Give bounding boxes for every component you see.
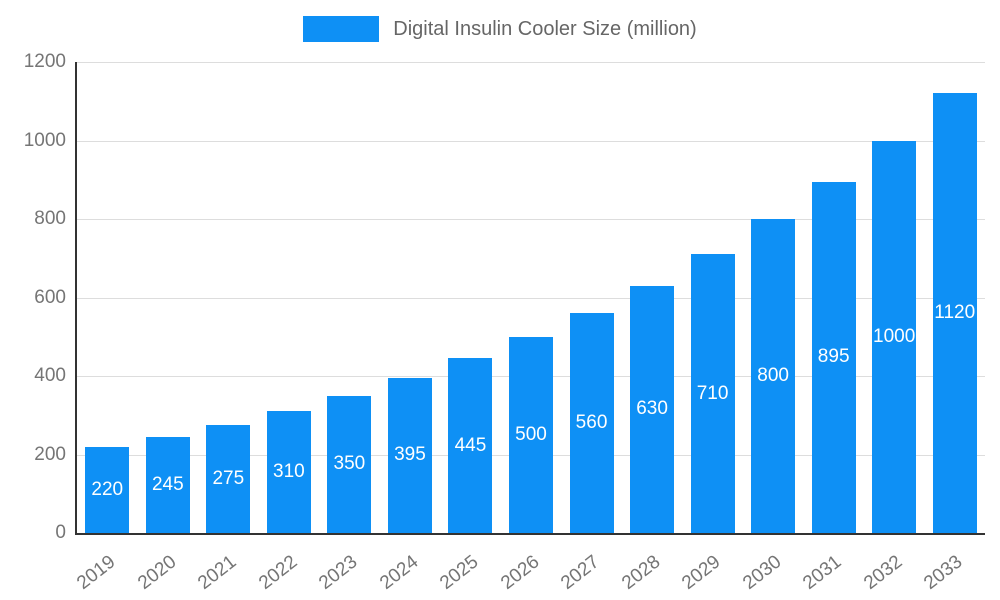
x-axis-tick-label: 2030 xyxy=(739,551,786,594)
bar-value-label: 275 xyxy=(212,468,245,490)
bar: 395 xyxy=(387,377,432,533)
bar-value-label: 1000 xyxy=(873,325,916,347)
x-axis-tick-label: 2032 xyxy=(860,551,907,594)
x-axis-tick-label: 2021 xyxy=(194,551,241,594)
bar-value-label: 220 xyxy=(91,478,124,500)
bar-value-label: 710 xyxy=(696,382,729,404)
x-axis-tick-label: 2024 xyxy=(375,551,423,594)
bar-value-label: 560 xyxy=(575,412,608,434)
bar: 275 xyxy=(206,425,251,533)
bar: 630 xyxy=(630,285,675,533)
x-axis-tick-label: 2022 xyxy=(254,551,302,594)
bar: 1120 xyxy=(932,93,977,533)
bar-value-label: 395 xyxy=(394,444,426,466)
y-axis-tick-label: 600 xyxy=(34,286,66,308)
gridline xyxy=(77,140,985,142)
bar-value-label: 500 xyxy=(515,423,547,445)
gridline xyxy=(77,219,985,220)
x-axis-tick-label: 2028 xyxy=(617,551,665,594)
bar-value-label: 630 xyxy=(636,398,668,420)
legend-swatch[interactable] xyxy=(303,16,380,42)
x-axis: 2019 2020 2021 2022 2023 2024 2025 2026 2027 2028… xyxy=(73,537,983,599)
y-axis-tick-label: 1000 xyxy=(23,129,66,151)
x-axis-tick-label: 2025 xyxy=(436,551,483,594)
x-axis-tick-label: 2031 xyxy=(799,551,846,594)
y-axis-tick-label: 800 xyxy=(34,208,66,229)
y-axis-tick-label: 400 xyxy=(34,365,66,386)
x-axis-tick-label: 2033 xyxy=(920,551,967,594)
x-axis-tick-label: 2023 xyxy=(315,551,362,594)
bar: 350 xyxy=(327,395,372,533)
bar-value-label: 350 xyxy=(333,453,366,475)
bar-value-label: 800 xyxy=(757,365,789,386)
bar: 310 xyxy=(266,411,311,533)
bar: 1000 xyxy=(872,140,917,533)
bar: 560 xyxy=(569,313,614,533)
gridline xyxy=(77,297,985,299)
x-axis-tick-label: 2027 xyxy=(557,551,604,594)
bar: 245 xyxy=(145,436,190,533)
gridline xyxy=(77,62,985,63)
bar: 895 xyxy=(811,181,856,533)
plot-area: 220 245 275 310 350 395 445 500 560 630 710 800 895 1… xyxy=(75,62,985,535)
bar: 220 xyxy=(85,446,130,533)
x-axis-tick-label: 2019 xyxy=(73,551,120,594)
y-axis-tick-label: 1200 xyxy=(23,51,66,72)
bar-value-label: 1120 xyxy=(934,302,976,324)
y-axis-tick-label: 200 xyxy=(34,443,66,465)
y-axis: 0 200 400 600 800 1000 1200 xyxy=(0,51,66,543)
bar: 500 xyxy=(509,336,553,533)
bar: 710 xyxy=(690,254,735,533)
x-axis-tick-label: 2026 xyxy=(496,551,544,594)
bar-value-label: 895 xyxy=(817,346,850,368)
x-axis-tick-label: 2020 xyxy=(133,551,180,594)
bar-value-label: 245 xyxy=(151,473,184,495)
bar-value-label: 445 xyxy=(454,434,487,456)
y-axis-tick-label: 0 xyxy=(55,522,66,543)
bar: 800 xyxy=(751,219,796,533)
legend: Digital Insulin Cooler Size (million) xyxy=(0,16,1000,42)
bar-value-label: 310 xyxy=(273,461,305,483)
bar: 445 xyxy=(448,358,493,533)
x-axis-tick-label: 2029 xyxy=(678,551,725,594)
legend-label[interactable]: Digital Insulin Cooler Size (million) xyxy=(393,17,697,40)
